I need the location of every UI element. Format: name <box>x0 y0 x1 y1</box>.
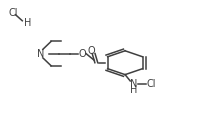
Text: Cl: Cl <box>9 8 18 18</box>
Text: H: H <box>129 85 136 95</box>
Text: N: N <box>37 49 44 59</box>
Text: Cl: Cl <box>146 79 155 89</box>
Text: N: N <box>129 79 136 89</box>
Text: O: O <box>78 49 85 59</box>
Text: O: O <box>87 46 95 56</box>
Text: H: H <box>24 18 32 28</box>
